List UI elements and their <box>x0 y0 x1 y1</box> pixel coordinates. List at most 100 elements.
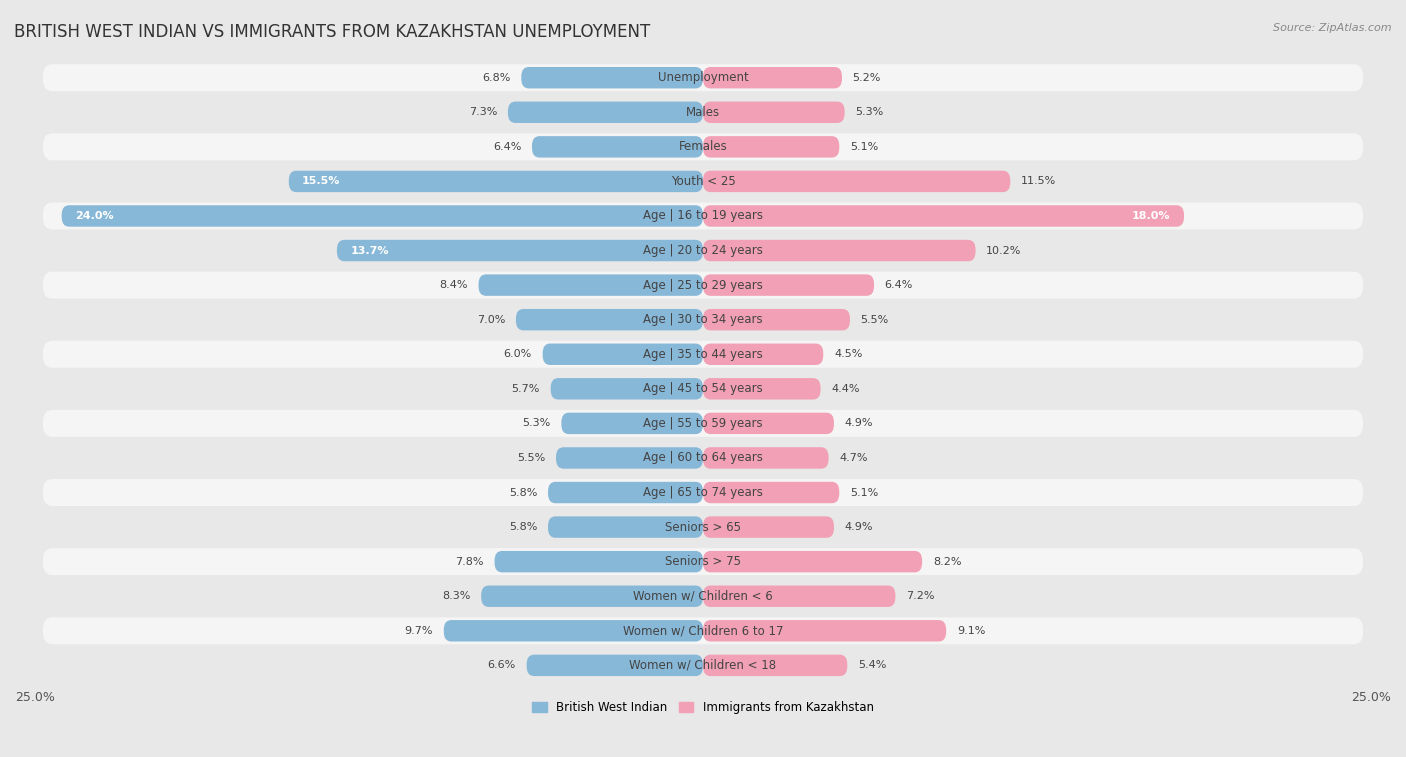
Text: 10.2%: 10.2% <box>986 245 1022 256</box>
FancyBboxPatch shape <box>508 101 703 123</box>
Text: Women w/ Children < 6: Women w/ Children < 6 <box>633 590 773 603</box>
FancyBboxPatch shape <box>44 133 1362 160</box>
Text: 5.5%: 5.5% <box>517 453 546 463</box>
FancyBboxPatch shape <box>703 136 839 157</box>
Text: Females: Females <box>679 140 727 154</box>
FancyBboxPatch shape <box>555 447 703 469</box>
FancyBboxPatch shape <box>703 344 824 365</box>
FancyBboxPatch shape <box>44 306 1362 333</box>
Text: 5.4%: 5.4% <box>858 660 886 671</box>
FancyBboxPatch shape <box>44 652 1362 679</box>
FancyBboxPatch shape <box>44 410 1362 437</box>
Text: Age | 20 to 24 years: Age | 20 to 24 years <box>643 244 763 257</box>
Text: 8.2%: 8.2% <box>932 556 962 567</box>
FancyBboxPatch shape <box>481 585 703 607</box>
FancyBboxPatch shape <box>703 274 875 296</box>
Text: 4.5%: 4.5% <box>834 349 862 360</box>
FancyBboxPatch shape <box>44 341 1362 368</box>
FancyBboxPatch shape <box>703 413 834 434</box>
Text: 5.7%: 5.7% <box>512 384 540 394</box>
Text: Age | 45 to 54 years: Age | 45 to 54 years <box>643 382 763 395</box>
FancyBboxPatch shape <box>44 64 1362 91</box>
Text: Age | 35 to 44 years: Age | 35 to 44 years <box>643 347 763 361</box>
FancyBboxPatch shape <box>703 585 896 607</box>
FancyBboxPatch shape <box>337 240 703 261</box>
Text: 24.0%: 24.0% <box>75 211 114 221</box>
Text: 7.8%: 7.8% <box>456 556 484 567</box>
FancyBboxPatch shape <box>531 136 703 157</box>
FancyBboxPatch shape <box>62 205 703 226</box>
FancyBboxPatch shape <box>44 513 1362 540</box>
FancyBboxPatch shape <box>44 272 1362 298</box>
Text: 5.5%: 5.5% <box>860 315 889 325</box>
Text: 8.3%: 8.3% <box>441 591 471 601</box>
Text: Age | 55 to 59 years: Age | 55 to 59 years <box>643 417 763 430</box>
Text: 5.1%: 5.1% <box>851 488 879 497</box>
FancyBboxPatch shape <box>703 378 821 400</box>
Text: Youth < 25: Youth < 25 <box>671 175 735 188</box>
FancyBboxPatch shape <box>44 168 1362 195</box>
Text: 11.5%: 11.5% <box>1021 176 1056 186</box>
Text: 5.8%: 5.8% <box>509 522 537 532</box>
Text: 5.1%: 5.1% <box>851 142 879 152</box>
FancyBboxPatch shape <box>703 67 842 89</box>
FancyBboxPatch shape <box>703 551 922 572</box>
Text: 9.1%: 9.1% <box>957 626 986 636</box>
FancyBboxPatch shape <box>703 516 834 537</box>
Text: 15.5%: 15.5% <box>302 176 340 186</box>
FancyBboxPatch shape <box>288 170 703 192</box>
Text: 4.7%: 4.7% <box>839 453 868 463</box>
Text: 18.0%: 18.0% <box>1132 211 1171 221</box>
FancyBboxPatch shape <box>543 344 703 365</box>
FancyBboxPatch shape <box>703 205 1184 226</box>
FancyBboxPatch shape <box>44 583 1362 609</box>
Text: 4.4%: 4.4% <box>831 384 859 394</box>
Text: 6.4%: 6.4% <box>884 280 912 290</box>
FancyBboxPatch shape <box>44 479 1362 506</box>
FancyBboxPatch shape <box>548 516 703 537</box>
FancyBboxPatch shape <box>551 378 703 400</box>
Text: Women w/ Children < 18: Women w/ Children < 18 <box>630 659 776 672</box>
FancyBboxPatch shape <box>703 170 1011 192</box>
Legend: British West Indian, Immigrants from Kazakhstan: British West Indian, Immigrants from Kaz… <box>533 701 873 714</box>
Text: 5.3%: 5.3% <box>855 107 883 117</box>
Text: 13.7%: 13.7% <box>350 245 389 256</box>
FancyBboxPatch shape <box>44 375 1362 402</box>
Text: Age | 30 to 34 years: Age | 30 to 34 years <box>643 313 763 326</box>
FancyBboxPatch shape <box>478 274 703 296</box>
Text: 9.7%: 9.7% <box>405 626 433 636</box>
FancyBboxPatch shape <box>703 655 848 676</box>
Text: Age | 16 to 19 years: Age | 16 to 19 years <box>643 210 763 223</box>
Text: 6.8%: 6.8% <box>482 73 510 83</box>
Text: 8.4%: 8.4% <box>439 280 468 290</box>
FancyBboxPatch shape <box>703 620 946 641</box>
Text: Unemployment: Unemployment <box>658 71 748 84</box>
FancyBboxPatch shape <box>44 237 1362 264</box>
FancyBboxPatch shape <box>703 101 845 123</box>
Text: 6.0%: 6.0% <box>503 349 531 360</box>
Text: Males: Males <box>686 106 720 119</box>
Text: 7.2%: 7.2% <box>905 591 935 601</box>
Text: 5.2%: 5.2% <box>852 73 882 83</box>
Text: Age | 60 to 64 years: Age | 60 to 64 years <box>643 451 763 465</box>
Text: Age | 65 to 74 years: Age | 65 to 74 years <box>643 486 763 499</box>
Text: 7.3%: 7.3% <box>468 107 498 117</box>
FancyBboxPatch shape <box>703 240 976 261</box>
Text: Seniors > 65: Seniors > 65 <box>665 521 741 534</box>
Text: 4.9%: 4.9% <box>845 522 873 532</box>
FancyBboxPatch shape <box>44 548 1362 575</box>
Text: 7.0%: 7.0% <box>477 315 505 325</box>
Text: BRITISH WEST INDIAN VS IMMIGRANTS FROM KAZAKHSTAN UNEMPLOYMENT: BRITISH WEST INDIAN VS IMMIGRANTS FROM K… <box>14 23 651 41</box>
FancyBboxPatch shape <box>703 309 851 330</box>
FancyBboxPatch shape <box>522 67 703 89</box>
FancyBboxPatch shape <box>703 481 839 503</box>
FancyBboxPatch shape <box>44 99 1362 126</box>
FancyBboxPatch shape <box>516 309 703 330</box>
Text: Seniors > 75: Seniors > 75 <box>665 555 741 569</box>
Text: Women w/ Children 6 to 17: Women w/ Children 6 to 17 <box>623 625 783 637</box>
Text: 6.6%: 6.6% <box>488 660 516 671</box>
FancyBboxPatch shape <box>527 655 703 676</box>
Text: 6.4%: 6.4% <box>494 142 522 152</box>
Text: 4.9%: 4.9% <box>845 419 873 428</box>
FancyBboxPatch shape <box>44 444 1362 472</box>
